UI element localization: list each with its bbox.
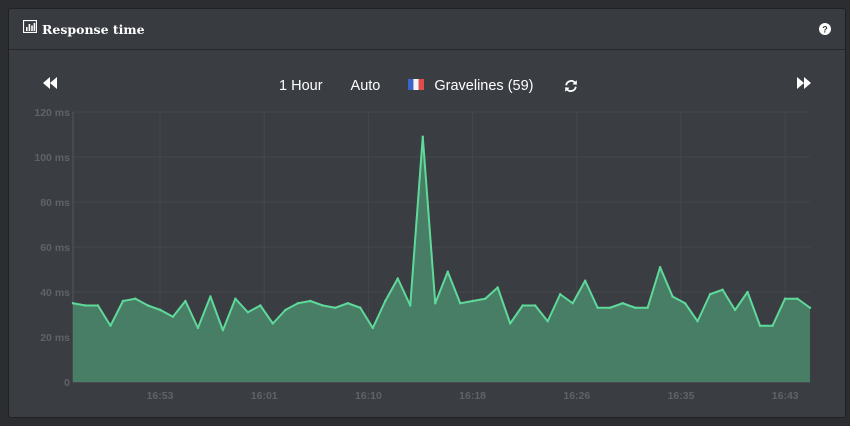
data-point: [309, 299, 312, 303]
data-point: [409, 304, 412, 307]
chart-toolbar: 1 Hour Auto Gravelines (59): [9, 73, 845, 99]
series-line: [72, 135, 811, 332]
fast-forward-icon[interactable]: [797, 77, 811, 89]
data-point: [658, 266, 662, 269]
data-point: [633, 306, 637, 309]
data-point: [71, 302, 75, 305]
data-point: [271, 322, 275, 325]
data-point: [671, 295, 674, 298]
data-point: [471, 299, 474, 303]
chart-controls: 1 Hour Auto Gravelines (59): [279, 73, 578, 99]
data-point: [533, 304, 537, 307]
data-point: [521, 304, 524, 307]
x-tick-label: 16:43: [772, 390, 799, 402]
data-point: [421, 135, 424, 138]
data-point: [434, 302, 437, 305]
data-point: [708, 293, 712, 296]
data-point: [284, 308, 287, 312]
data-point: [196, 326, 200, 330]
series-layer: [71, 135, 812, 382]
data-point: [296, 302, 300, 305]
data-point: [171, 315, 175, 318]
y-tick-label: 100 ms: [34, 152, 70, 164]
panel-header: Response time ?: [9, 9, 845, 50]
data-point: [621, 302, 624, 305]
x-tick-label: 16:53: [147, 390, 174, 402]
data-point: [646, 306, 649, 309]
question-circle-icon[interactable]: ?: [819, 23, 831, 35]
y-tick-label: 60 ms: [40, 242, 70, 254]
data-point: [234, 297, 237, 300]
svg-text:?: ?: [822, 24, 828, 34]
data-point: [259, 304, 262, 307]
response-time-panel: Response time ? 1 Hour Auto: [8, 8, 846, 418]
data-point: [496, 286, 499, 289]
x-tick-label: 16:01: [251, 390, 278, 402]
data-point: [221, 329, 225, 332]
location-selector[interactable]: Gravelines (59): [408, 78, 534, 94]
data-point: [808, 306, 812, 309]
y-axis: 0 20 ms 40 ms 60 ms 80 ms 100 ms 120 ms: [34, 107, 70, 389]
data-point: [359, 306, 362, 309]
data-point: [96, 304, 100, 307]
x-tick-label: 16:10: [355, 390, 382, 402]
france-flag-icon: [408, 78, 425, 94]
data-point: [509, 322, 512, 325]
time-range-selector[interactable]: 1 Hour: [279, 78, 323, 94]
data-point: [121, 299, 125, 303]
data-point: [571, 302, 574, 305]
data-point: [384, 299, 387, 303]
data-point: [746, 290, 749, 294]
y-tick-label: 40 ms: [40, 287, 70, 299]
y-tick-label: 0: [64, 377, 70, 389]
data-point: [246, 311, 250, 314]
bar-chart-icon: [22, 19, 38, 38]
data-point: [683, 302, 687, 305]
data-point: [321, 304, 325, 307]
y-tick-label: 120 ms: [34, 107, 70, 119]
refresh-icon[interactable]: [564, 79, 578, 93]
panel-title: Response time: [42, 21, 145, 37]
data-point: [596, 306, 599, 309]
data-point: [396, 277, 399, 280]
series-area: [73, 136, 810, 382]
refresh-mode-selector[interactable]: Auto: [350, 78, 381, 94]
data-point: [84, 304, 87, 307]
data-point: [146, 304, 150, 307]
data-point: [446, 270, 449, 273]
data-point: [558, 293, 562, 296]
data-point: [209, 295, 212, 298]
data-point: [346, 302, 350, 305]
data-point: [459, 302, 462, 305]
data-point: [608, 306, 612, 309]
data-point: [546, 320, 549, 323]
data-point: [371, 326, 374, 330]
data-point: [696, 320, 699, 323]
fast-backward-icon[interactable]: [43, 77, 57, 89]
x-axis: 16:53 16:01 16:10 16:18 16:26 16:35 16:43: [147, 390, 799, 402]
data-point: [783, 297, 787, 300]
data-point: [796, 297, 799, 300]
data-point: [134, 297, 137, 300]
x-tick-label: 16:18: [459, 390, 486, 402]
y-tick-label: 20 ms: [40, 332, 70, 344]
panel-title-group: Response time: [22, 19, 145, 38]
data-point: [583, 279, 587, 282]
data-point: [484, 297, 487, 300]
data-point: [159, 308, 162, 312]
data-point: [721, 288, 724, 291]
x-tick-label: 16:26: [563, 390, 590, 402]
data-point: [758, 324, 762, 327]
x-tick-label: 16:35: [668, 390, 695, 402]
data-point: [334, 306, 337, 309]
data-point: [771, 324, 774, 327]
data-point: [184, 299, 187, 303]
location-label: Gravelines (59): [434, 78, 534, 94]
data-point: [733, 308, 737, 312]
y-tick-label: 80 ms: [40, 197, 70, 209]
data-point: [109, 324, 112, 327]
